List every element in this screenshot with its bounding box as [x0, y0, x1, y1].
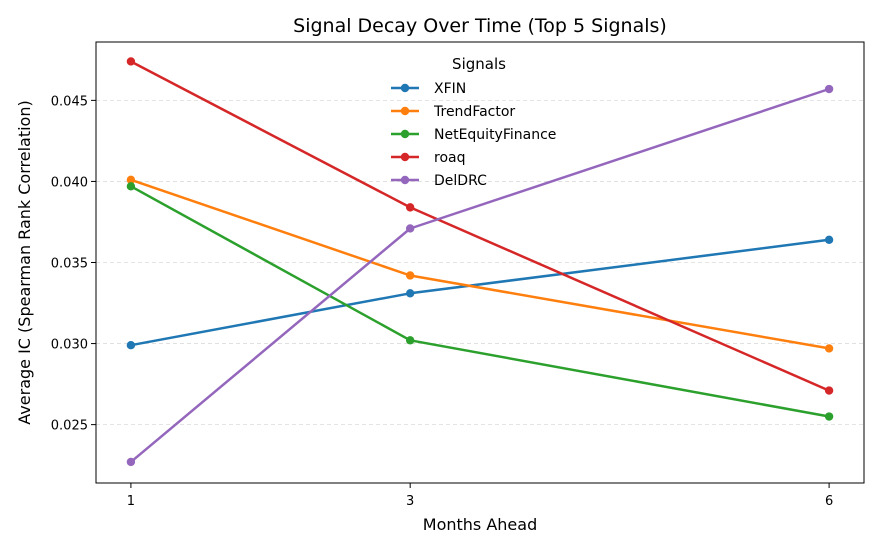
x-tick-label: 6: [825, 494, 833, 509]
y-tick-label: 0.045: [51, 94, 88, 109]
x-tick-label: 1: [127, 494, 135, 509]
x-tick-label: 3: [406, 494, 414, 509]
data-point: [126, 457, 136, 467]
legend-marker: [400, 152, 410, 162]
legend-marker: [400, 175, 410, 185]
data-point: [824, 235, 834, 245]
data-point: [405, 271, 415, 280]
y-tick-label: 0.030: [51, 338, 88, 353]
legend-marker: [400, 83, 410, 93]
data-point: [405, 289, 415, 298]
legend-title: Signals: [452, 55, 506, 73]
y-tick-label: 0.035: [51, 257, 88, 272]
data-point: [405, 336, 415, 345]
y-tick-label: 0.025: [51, 419, 88, 434]
data-point: [405, 203, 415, 212]
data-point: [824, 412, 834, 421]
legend-marker: [400, 129, 410, 139]
data-point: [126, 57, 136, 66]
legend-label: XFIN: [434, 81, 466, 97]
chart-title: Signal Decay Over Time (Top 5 Signals): [293, 15, 667, 37]
series-lines: [126, 57, 834, 467]
gridlines: [96, 99, 864, 426]
legend-label: TrendFactor: [433, 104, 515, 120]
data-point: [126, 340, 136, 350]
legend-label: NetEquityFinance: [434, 127, 556, 143]
legend-label: DelDRC: [434, 173, 487, 189]
data-point: [824, 344, 834, 353]
data-point: [126, 175, 136, 185]
x-axis-title: Months Ahead: [423, 515, 537, 534]
legend-label: roaq: [434, 150, 465, 166]
legend: Signals XFIN TrendFactor NetEquityFinance r…: [391, 55, 556, 189]
legend-marker: [400, 106, 410, 116]
data-point: [126, 182, 136, 191]
data-point: [824, 386, 834, 395]
axes: 0.025 0.030 0.035 0.040 0.045 1 3 6: [51, 94, 833, 509]
y-axis-title: Average IC (Spearman Rank Correlation): [15, 100, 34, 424]
y-tick-label: 0.040: [51, 175, 88, 190]
data-point: [405, 224, 415, 233]
data-point: [824, 84, 834, 94]
